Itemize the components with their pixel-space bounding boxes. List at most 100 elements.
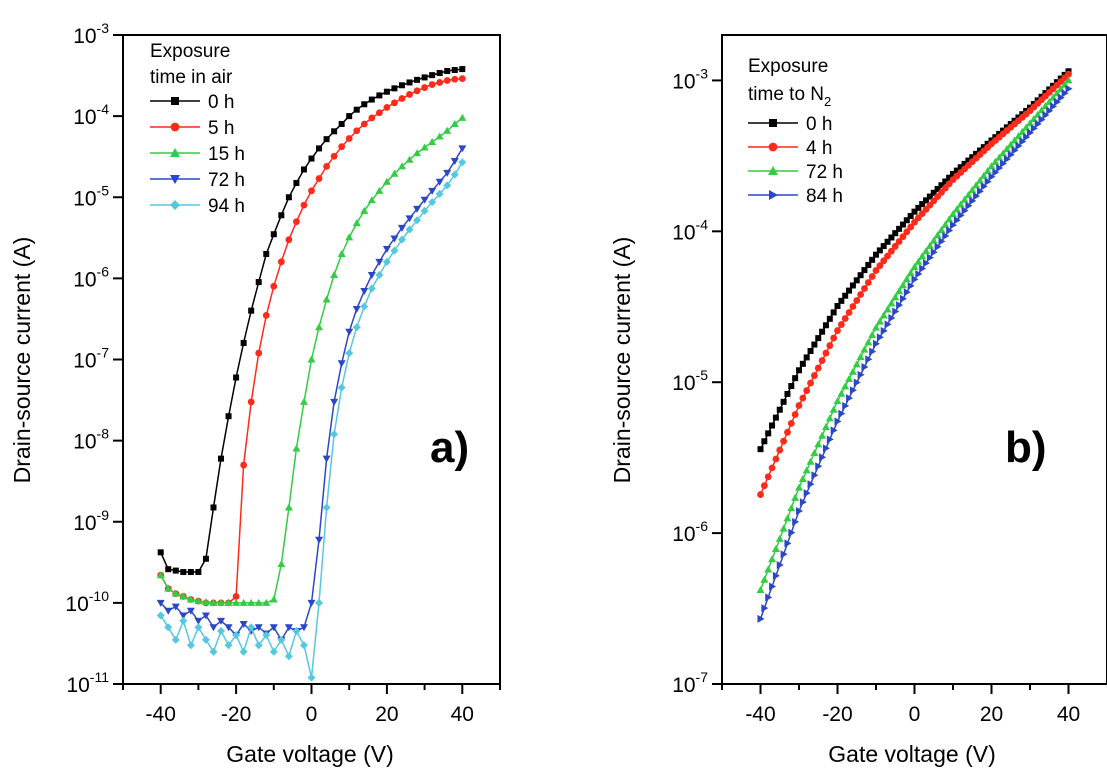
data-point [829, 405, 838, 413]
data-point [367, 272, 376, 280]
series-1 [757, 70, 1072, 498]
data-point [1030, 124, 1038, 133]
data-point [187, 569, 194, 576]
data-point [156, 611, 165, 620]
data-point [899, 294, 907, 303]
data-point [248, 307, 255, 314]
data-point [1046, 106, 1054, 115]
data-point [201, 612, 210, 620]
data-point [933, 231, 942, 239]
data-point [292, 627, 301, 636]
data-point [784, 428, 791, 436]
y-tick-label: 10-4 [73, 101, 109, 129]
data-point [915, 269, 923, 278]
data-point [1037, 106, 1046, 114]
data-point [375, 109, 383, 117]
data-point [186, 607, 195, 615]
data-point [382, 177, 391, 185]
data-point [757, 614, 765, 623]
data-point [838, 297, 845, 304]
data-point [360, 206, 369, 214]
legend-label: 72 h [806, 162, 843, 183]
data-point [224, 598, 233, 606]
data-point [769, 422, 776, 429]
data-point [458, 113, 467, 121]
series-3 [156, 145, 467, 644]
x-tick-label: -20 [822, 703, 852, 726]
data-point [945, 215, 954, 223]
data-point [1026, 119, 1034, 127]
legend: Exposure time in air 0 h 5 h 15 h 72 h 94 h [150, 41, 245, 217]
data-point [972, 181, 981, 189]
data-point [760, 575, 769, 583]
data-point [307, 355, 316, 363]
data-point [938, 182, 945, 189]
data-point [397, 235, 406, 244]
y-tick-base: 10 [66, 674, 89, 697]
data-point [864, 279, 872, 286]
x-tick-label: -40 [745, 703, 775, 726]
data-point [1023, 133, 1031, 142]
data-point [764, 565, 773, 573]
data-point [436, 79, 444, 86]
legend-label: 5 h [208, 118, 234, 139]
data-point [860, 345, 869, 353]
legend-label: 0 h [208, 92, 234, 113]
y-tick-label: 10-3 [672, 65, 708, 93]
data-point [1014, 132, 1023, 140]
y-axis-title: Drain-source current (A) [609, 237, 635, 484]
data-point [157, 549, 164, 556]
data-point [210, 504, 217, 511]
data-point [451, 67, 458, 74]
data-point [255, 349, 263, 357]
data-point [232, 598, 241, 606]
data-point [907, 212, 914, 219]
data-point [307, 673, 316, 682]
data-point [915, 204, 922, 211]
legend-title-line: Exposure [150, 41, 230, 62]
data-point [1003, 155, 1011, 164]
data-point [864, 338, 873, 346]
data-point [171, 603, 180, 611]
data-point [270, 282, 278, 290]
data-point [841, 382, 850, 390]
data-point [443, 169, 452, 177]
data-point [876, 247, 883, 254]
data-point [458, 75, 466, 83]
data-point [883, 305, 892, 313]
data-point [802, 466, 811, 474]
data-point [952, 205, 961, 213]
y-tick-exponent: -8 [97, 426, 110, 442]
data-point [873, 339, 880, 348]
data-point [345, 135, 353, 142]
data-point [1041, 102, 1050, 110]
y-tick-label: 10-5 [73, 182, 109, 210]
data-point [391, 99, 398, 107]
data-point [195, 569, 202, 576]
data-point [308, 155, 315, 162]
data-point [239, 598, 248, 606]
data-point [926, 193, 933, 200]
data-point [285, 194, 292, 201]
data-point [360, 120, 368, 128]
data-point [868, 273, 876, 280]
data-point [224, 641, 233, 650]
data-point [879, 311, 888, 319]
data-point [322, 455, 331, 463]
legend-title-text: time to N [748, 84, 824, 105]
data-point [398, 95, 406, 102]
data-point [397, 224, 406, 232]
y-tick-base: 10 [73, 268, 96, 291]
data-point [953, 216, 961, 225]
y-tick-exponent: -11 [90, 669, 109, 685]
data-point [367, 196, 376, 204]
data-point [907, 281, 915, 290]
data-point [776, 446, 784, 454]
data-point [345, 233, 354, 241]
data-point [780, 398, 787, 405]
data-point [884, 252, 891, 260]
data-point [1027, 128, 1034, 137]
data-point [769, 582, 777, 591]
data-point [345, 349, 354, 358]
